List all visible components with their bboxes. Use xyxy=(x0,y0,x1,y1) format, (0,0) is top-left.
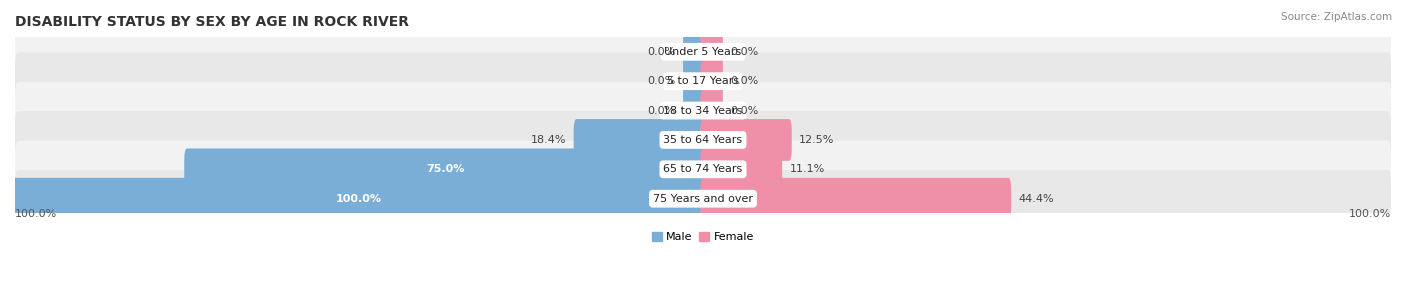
FancyBboxPatch shape xyxy=(15,141,1391,198)
Text: 100.0%: 100.0% xyxy=(336,194,382,204)
Text: 35 to 64 Years: 35 to 64 Years xyxy=(664,135,742,145)
FancyBboxPatch shape xyxy=(184,149,706,190)
Text: Under 5 Years: Under 5 Years xyxy=(665,47,741,57)
Text: 100.0%: 100.0% xyxy=(15,209,58,219)
FancyBboxPatch shape xyxy=(700,90,723,131)
FancyBboxPatch shape xyxy=(15,111,1391,169)
FancyBboxPatch shape xyxy=(700,60,723,102)
Text: 18.4%: 18.4% xyxy=(530,135,567,145)
FancyBboxPatch shape xyxy=(700,119,792,161)
FancyBboxPatch shape xyxy=(700,31,723,73)
Text: 0.0%: 0.0% xyxy=(731,106,759,116)
Text: 75.0%: 75.0% xyxy=(426,164,464,174)
FancyBboxPatch shape xyxy=(15,23,1391,81)
Text: 65 to 74 Years: 65 to 74 Years xyxy=(664,164,742,174)
Text: 44.4%: 44.4% xyxy=(1019,194,1054,204)
Text: 0.0%: 0.0% xyxy=(647,106,675,116)
Legend: Male, Female: Male, Female xyxy=(647,228,759,247)
Text: 12.5%: 12.5% xyxy=(800,135,835,145)
FancyBboxPatch shape xyxy=(15,52,1391,110)
FancyBboxPatch shape xyxy=(700,178,1011,220)
FancyBboxPatch shape xyxy=(700,149,782,190)
Text: 0.0%: 0.0% xyxy=(731,47,759,57)
FancyBboxPatch shape xyxy=(13,178,706,220)
Text: 100.0%: 100.0% xyxy=(1348,209,1391,219)
Text: 0.0%: 0.0% xyxy=(731,76,759,86)
Text: 75 Years and over: 75 Years and over xyxy=(652,194,754,204)
FancyBboxPatch shape xyxy=(683,60,706,102)
Text: Source: ZipAtlas.com: Source: ZipAtlas.com xyxy=(1281,12,1392,22)
Text: 11.1%: 11.1% xyxy=(790,164,825,174)
Text: 0.0%: 0.0% xyxy=(647,47,675,57)
Text: DISABILITY STATUS BY SEX BY AGE IN ROCK RIVER: DISABILITY STATUS BY SEX BY AGE IN ROCK … xyxy=(15,15,409,29)
FancyBboxPatch shape xyxy=(574,119,706,161)
Text: 5 to 17 Years: 5 to 17 Years xyxy=(666,76,740,86)
FancyBboxPatch shape xyxy=(683,90,706,131)
Text: 18 to 34 Years: 18 to 34 Years xyxy=(664,106,742,116)
FancyBboxPatch shape xyxy=(15,170,1391,228)
Text: 0.0%: 0.0% xyxy=(647,76,675,86)
FancyBboxPatch shape xyxy=(683,31,706,73)
FancyBboxPatch shape xyxy=(15,82,1391,139)
